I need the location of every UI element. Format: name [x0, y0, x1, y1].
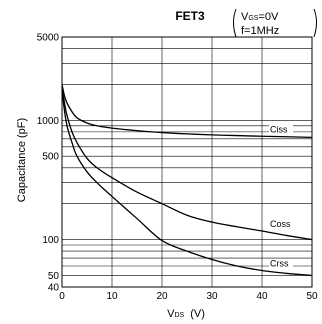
series-line-ciss — [61, 84, 313, 138]
series-label-bg — [269, 218, 293, 229]
grid — [62, 36, 312, 288]
series-curves — [61, 84, 313, 277]
chart-title: FET3 — [175, 9, 205, 23]
y-axis-label: Capacitance (pF) — [16, 118, 28, 202]
conditions-box: VGS=0V f=1MHz — [233, 8, 317, 38]
vgs-condition: VGS=0V — [241, 11, 279, 23]
x-tick-label: 0 — [59, 291, 65, 302]
y-tick-label: 100 — [42, 235, 59, 246]
plot-frame — [61, 36, 313, 288]
y-tick-label: 40 — [48, 283, 60, 294]
x-tick-label: 20 — [156, 291, 168, 302]
series-line-coss — [61, 86, 313, 241]
x-tick-label: 50 — [306, 291, 318, 302]
x-tick-label: 30 — [206, 291, 218, 302]
y-tick-label: 500 — [42, 152, 59, 163]
series-label-bg — [269, 258, 293, 269]
x-axis-label: VDS (V) — [167, 308, 205, 320]
series-label-ciss: Ciss — [270, 124, 288, 134]
x-tick-label: 40 — [256, 291, 268, 302]
y-tick-label: 5000 — [37, 33, 60, 44]
series-labels: Ciss Coss Crss — [269, 124, 293, 269]
frequency-condition: f=1MHz — [241, 25, 279, 37]
series-label-crss: Crss — [270, 259, 289, 269]
series-line-crss — [61, 89, 313, 277]
series-label-bg — [269, 124, 293, 135]
y-tick-label: 1000 — [37, 116, 60, 127]
x-tick-label: 10 — [106, 291, 118, 302]
y-tick-label: 50 — [48, 271, 60, 282]
series-label-coss: Coss — [270, 219, 291, 229]
